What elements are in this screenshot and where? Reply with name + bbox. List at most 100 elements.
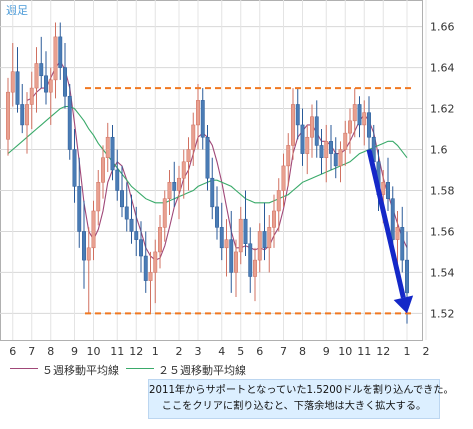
x-tick-label: 11 [110,345,124,358]
chart-title: 週足 [6,4,28,17]
plot-area [0,0,423,341]
candle-body [343,132,348,150]
candle-body [44,75,48,93]
candle-body [25,104,29,126]
candle-body [191,124,196,150]
x-tick-label: 6 [256,345,263,358]
legend-swatch-ma5 [10,368,38,369]
candle-body [10,71,15,93]
candle-body [314,116,319,146]
candle-body [48,79,53,93]
candle-body [177,177,181,191]
candle-body [248,243,253,277]
candle-body [400,227,405,261]
candle-body [105,136,110,158]
x-tick-label: 4 [218,345,225,358]
candle-body [276,190,281,212]
candle-body [196,100,200,126]
candle-body [272,210,276,228]
candle-body [381,182,386,195]
candle-body [257,231,262,261]
y-tick-label: 1.66 [430,21,455,34]
candle-body [34,63,39,89]
x-tick-label: 12 [129,345,143,358]
candle-body [262,231,267,249]
annotation-box: 2011年からサポートとなっていた1.5200ドルを割り込んできた。 ここをクリ… [148,379,454,419]
legend-label-ma25: ２５週移動平均線 [158,364,246,377]
x-tick-label: 9 [323,345,330,358]
candle-body [281,165,286,191]
candle-body [405,259,409,294]
x-tick-label: 8 [299,345,306,358]
candle-body [77,186,82,232]
candle-body [319,145,324,158]
candle-body [86,247,91,261]
candle-body [29,87,34,105]
candle-body [329,141,333,154]
candles [6,22,409,324]
legend-swatch-ma25 [126,368,154,369]
candle-body [367,112,371,138]
candle-body [305,136,310,154]
candle-body [215,206,219,228]
x-tick-label: 3 [195,345,202,358]
x-tick-label: 1 [152,345,159,358]
y-tick-label: 1.56 [430,225,455,238]
candle-body [172,182,177,191]
candle-body [63,67,67,97]
annotation-line-1: 2011年からサポートとなっていた1.5200ドルを割り込んできた。 [149,385,454,396]
candle-body [162,198,167,228]
candle-body [110,136,115,171]
candle-body [124,206,129,220]
candle-body [338,149,343,167]
x-tick-label: 2 [423,345,430,358]
y-tick-label: 1.52 [430,307,455,320]
candle-body [200,100,205,138]
candle-body [238,218,243,253]
x-tick-label: 7 [28,345,35,358]
candle-body [267,227,272,249]
arrow-shaft [366,148,406,299]
candle-body [310,116,314,138]
candle-body [158,227,162,253]
y-tick-label: 1.62 [430,103,455,116]
x-tick-label: 9 [71,345,78,358]
annotation-line-2: ここをクリアに割り込むと、下落余地は大きく拡大する。 [161,401,427,412]
x-tick-label: 12 [376,345,390,358]
x-axis-ticks: 6 7 8 9 10 11 12 1 2 3 4 5 6 7 8 9 10 11 12 1 2 [9,345,429,358]
series-line [26,60,408,261]
candle-body [120,190,124,208]
candle-body [352,104,357,122]
legend-label-ma5: ５週移動平均線 [42,364,119,377]
candle-body [348,120,352,134]
x-tick-label: 2 [176,345,183,358]
candle-body [333,153,338,167]
candle-body [115,169,120,191]
candle-body [291,104,295,146]
candle-body [219,227,224,249]
candle-body [91,210,96,249]
candle-body [58,36,63,68]
levels [85,87,412,315]
y-tick-label: 1.54 [430,266,455,279]
candle-body [243,218,248,244]
candle-body [229,239,234,273]
candle-body [134,231,139,240]
candle-body [253,259,257,277]
candle-body [181,161,186,179]
candle-body [390,198,395,240]
y-tick-label: 1.58 [430,184,455,197]
candle-body [15,71,20,105]
candle-body [186,149,191,163]
y-axis-ticks: 1.52 1.54 1.56 1.58 1.6 1.62 1.64 1.66 [430,21,455,321]
candle-body [167,182,172,199]
y-tick-label: 1.6 [430,144,448,157]
candle-body [67,96,72,150]
x-tick-label: 6 [9,345,16,358]
candle-body [39,63,44,77]
candle-body [210,177,215,208]
arrow-head [393,295,414,314]
candle-body [286,145,291,167]
